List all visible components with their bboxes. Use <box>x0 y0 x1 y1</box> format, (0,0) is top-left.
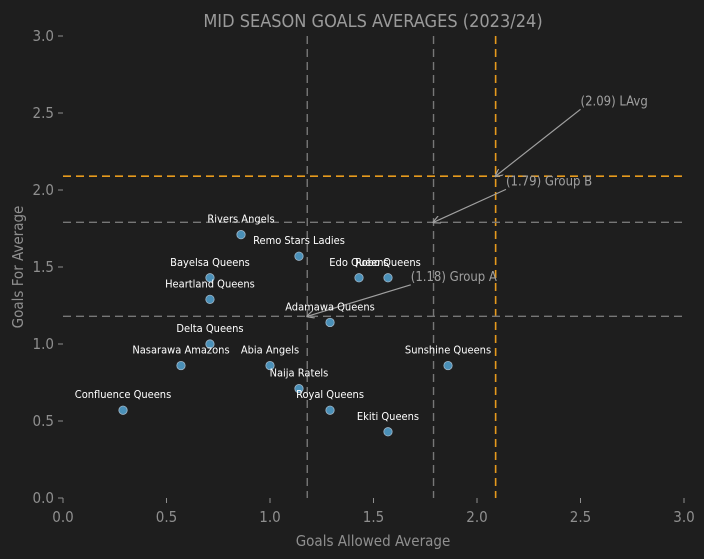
point-heartland-queens <box>205 294 215 304</box>
y-tick-label: 2.0 <box>33 181 54 199</box>
y-axis-label: Goals For Average <box>9 206 27 329</box>
point-delta-queens <box>205 339 215 349</box>
point-label-royal-queens: Royal Queens <box>296 388 364 401</box>
point-label-remo-stars-ladies: Remo Stars Ladies <box>253 234 345 247</box>
axis-ticks: 0.0 0.5 1.0 1.5 2.0 2.5 3.0 0.0 0.5 1.0 1.5 2.0 2.5 3… <box>33 27 695 526</box>
chart-title: MID SEASON GOALS AVERAGES (2023/24) <box>203 11 542 32</box>
point-label-robo-queens: Robo Queens <box>355 256 421 269</box>
y-tick-label: 3.0 <box>33 27 54 45</box>
x-tick-label: 0.5 <box>156 508 177 526</box>
y-tick-label: 1.0 <box>33 335 54 353</box>
reference-lines <box>63 36 684 498</box>
y-tick-label: 0.0 <box>33 489 54 507</box>
annotation-label: (1.79) Group B <box>506 174 592 189</box>
point-label-nasarawa-amazons: Nasarawa Amazons <box>132 344 229 357</box>
annotation-arrow <box>307 284 411 316</box>
annotation-label: (2.09) LAvg <box>581 94 648 109</box>
point-label-abia-angels: Abia Angels <box>241 344 299 357</box>
point-label-ekiti-queens: Ekiti Queens <box>357 410 419 423</box>
point-robo-queens <box>383 273 393 283</box>
annotation-arrow <box>434 188 507 222</box>
x-tick-label: 2.0 <box>466 508 487 526</box>
point-label-confluence-queens: Confluence Queens <box>75 388 171 401</box>
annotation-label: (1.18) Group A <box>411 270 497 285</box>
point-sunshine-queens <box>443 360 453 371</box>
point-label-sunshine-queens: Sunshine Queens <box>405 344 491 357</box>
point-bayelsa-queens <box>205 273 215 283</box>
x-tick-label: 3.0 <box>673 508 694 526</box>
point-rivers-angels <box>236 230 246 240</box>
x-tick-label: 0.0 <box>52 508 73 526</box>
annotations: (2.09) LAvg (1.79) Group B (1.18) Group A <box>307 94 648 316</box>
annotation-arrow <box>496 108 581 176</box>
point-adamawa-queens <box>325 317 335 328</box>
point-label-rivers-angels: Rivers Angels <box>207 213 274 226</box>
point-edo-queens <box>354 273 364 283</box>
y-tick-label: 1.5 <box>33 258 54 276</box>
point-label-naija-ratels: Naija Ratels <box>270 367 329 380</box>
point-abia-angels <box>265 360 275 371</box>
point-label-heartland-queens: Heartland Queens <box>165 277 255 290</box>
point-nasarawa-amazons <box>176 360 186 371</box>
point-royal-queens <box>325 405 335 415</box>
x-tick-label: 1.0 <box>259 508 280 526</box>
y-tick-label: 2.5 <box>33 104 54 122</box>
x-axis-label: Goals Allowed Average <box>296 532 451 550</box>
point-label-bayelsa-queens: Bayelsa Queens <box>170 256 250 269</box>
point-remo-stars-ladies <box>294 251 304 261</box>
y-tick-label: 0.5 <box>33 412 54 430</box>
point-ekiti-queens <box>383 427 393 437</box>
point-label-edo-queens: Edo Queens <box>329 256 388 269</box>
x-tick-label: 1.5 <box>363 508 384 526</box>
point-confluence-queens <box>118 405 128 415</box>
point-naija-ratels <box>294 384 304 394</box>
data-points <box>118 230 453 437</box>
x-tick-label: 2.5 <box>570 508 591 526</box>
point-label-delta-queens: Delta Queens <box>176 322 243 335</box>
point-label-adamawa-queens: Adamawa Queens <box>285 300 375 313</box>
